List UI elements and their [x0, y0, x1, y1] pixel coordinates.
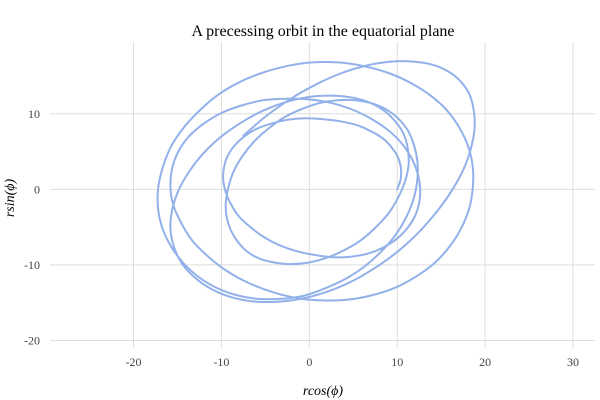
y-tick-label: 0: [34, 182, 40, 196]
y-tick-label: 10: [28, 107, 40, 121]
y-tick-label: -20: [24, 333, 40, 347]
y-tick-label: -10: [24, 258, 40, 272]
x-tick-label: 30: [567, 355, 579, 369]
series-layer: [156, 60, 476, 304]
x-tick-label: 0: [306, 355, 312, 369]
x-axis-label: rcos(ϕ): [303, 384, 343, 399]
y-axis-label: rsin(ϕ): [3, 178, 18, 217]
x-tick-label: 20: [479, 355, 491, 369]
grid-layer: [50, 42, 595, 348]
orbit-series-line: [156, 60, 476, 304]
x-tick-label: -10: [213, 355, 229, 369]
x-tick-label: -20: [126, 355, 142, 369]
tick-label-layer: -20 -10 0 10 20 30 -20 -10 0 10: [24, 107, 579, 369]
x-tick-label: 10: [391, 355, 403, 369]
chart-title: A precessing orbit in the equatorial pla…: [191, 23, 454, 40]
